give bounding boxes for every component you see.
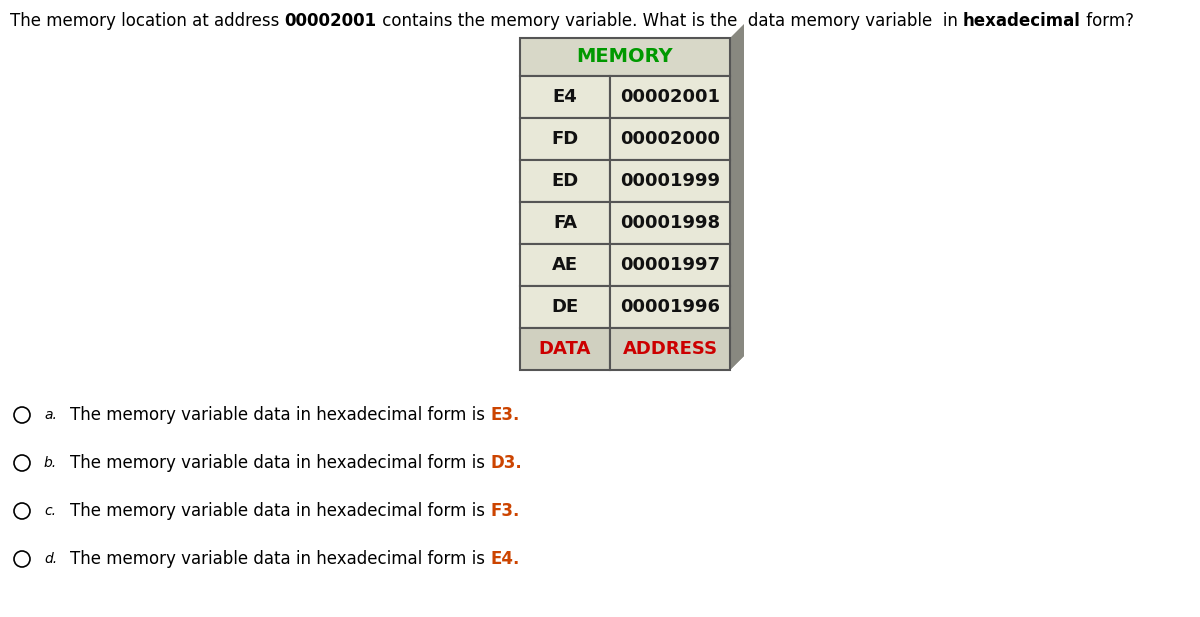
Bar	[520, 76, 610, 118]
Text: 00001996: 00001996	[620, 298, 720, 316]
Bar	[610, 76, 730, 118]
Text: D3.: D3.	[491, 454, 522, 472]
Text: AE: AE	[552, 256, 578, 274]
Text: F3.: F3.	[491, 502, 520, 520]
Text: form?: form?	[1081, 12, 1134, 30]
Text: 00001997: 00001997	[620, 256, 720, 274]
Text: The memory variable data in hexadecimal form is: The memory variable data in hexadecimal …	[70, 502, 491, 520]
Text: FD: FD	[551, 130, 578, 148]
Text: 00002001: 00002001	[620, 88, 720, 106]
Bar	[610, 118, 730, 160]
Text: a.: a.	[44, 408, 56, 422]
Text: d.: d.	[44, 552, 58, 566]
Bar	[610, 286, 730, 328]
Text: MEMORY: MEMORY	[577, 48, 673, 67]
Text: DE: DE	[551, 298, 578, 316]
Text: The memory variable data in hexadecimal form is: The memory variable data in hexadecimal …	[70, 550, 491, 568]
Bar	[610, 328, 730, 370]
Bar	[520, 38, 730, 76]
Text: DATA: DATA	[539, 340, 592, 358]
Text: The memory variable data in hexadecimal form is: The memory variable data in hexadecimal …	[70, 406, 491, 424]
Text: b.: b.	[44, 456, 58, 470]
Text: FA: FA	[553, 214, 577, 232]
Bar	[520, 202, 610, 244]
Bar	[520, 118, 610, 160]
Text: contains the memory variable. What is the  data memory variable  in: contains the memory variable. What is th…	[377, 12, 962, 30]
Text: ED: ED	[551, 172, 578, 190]
Bar	[610, 202, 730, 244]
Text: The memory location at address: The memory location at address	[10, 12, 284, 30]
Text: E3.: E3.	[491, 406, 520, 424]
Text: hexadecimal: hexadecimal	[962, 12, 1081, 30]
Bar	[520, 286, 610, 328]
Text: 00002001: 00002001	[284, 12, 377, 30]
Text: c.: c.	[44, 504, 56, 518]
Bar	[520, 160, 610, 202]
Polygon shape	[730, 24, 744, 370]
Text: The memory variable data in hexadecimal form is: The memory variable data in hexadecimal …	[70, 454, 491, 472]
Bar	[610, 244, 730, 286]
Polygon shape	[520, 356, 744, 370]
Text: E4.: E4.	[491, 550, 520, 568]
Bar	[520, 244, 610, 286]
Bar	[610, 160, 730, 202]
Text: 00001999: 00001999	[620, 172, 720, 190]
Bar	[520, 328, 610, 370]
Text: 00002000: 00002000	[620, 130, 720, 148]
Text: 00001998: 00001998	[620, 214, 720, 232]
Text: ADDRESS: ADDRESS	[623, 340, 718, 358]
Text: E4: E4	[553, 88, 577, 106]
